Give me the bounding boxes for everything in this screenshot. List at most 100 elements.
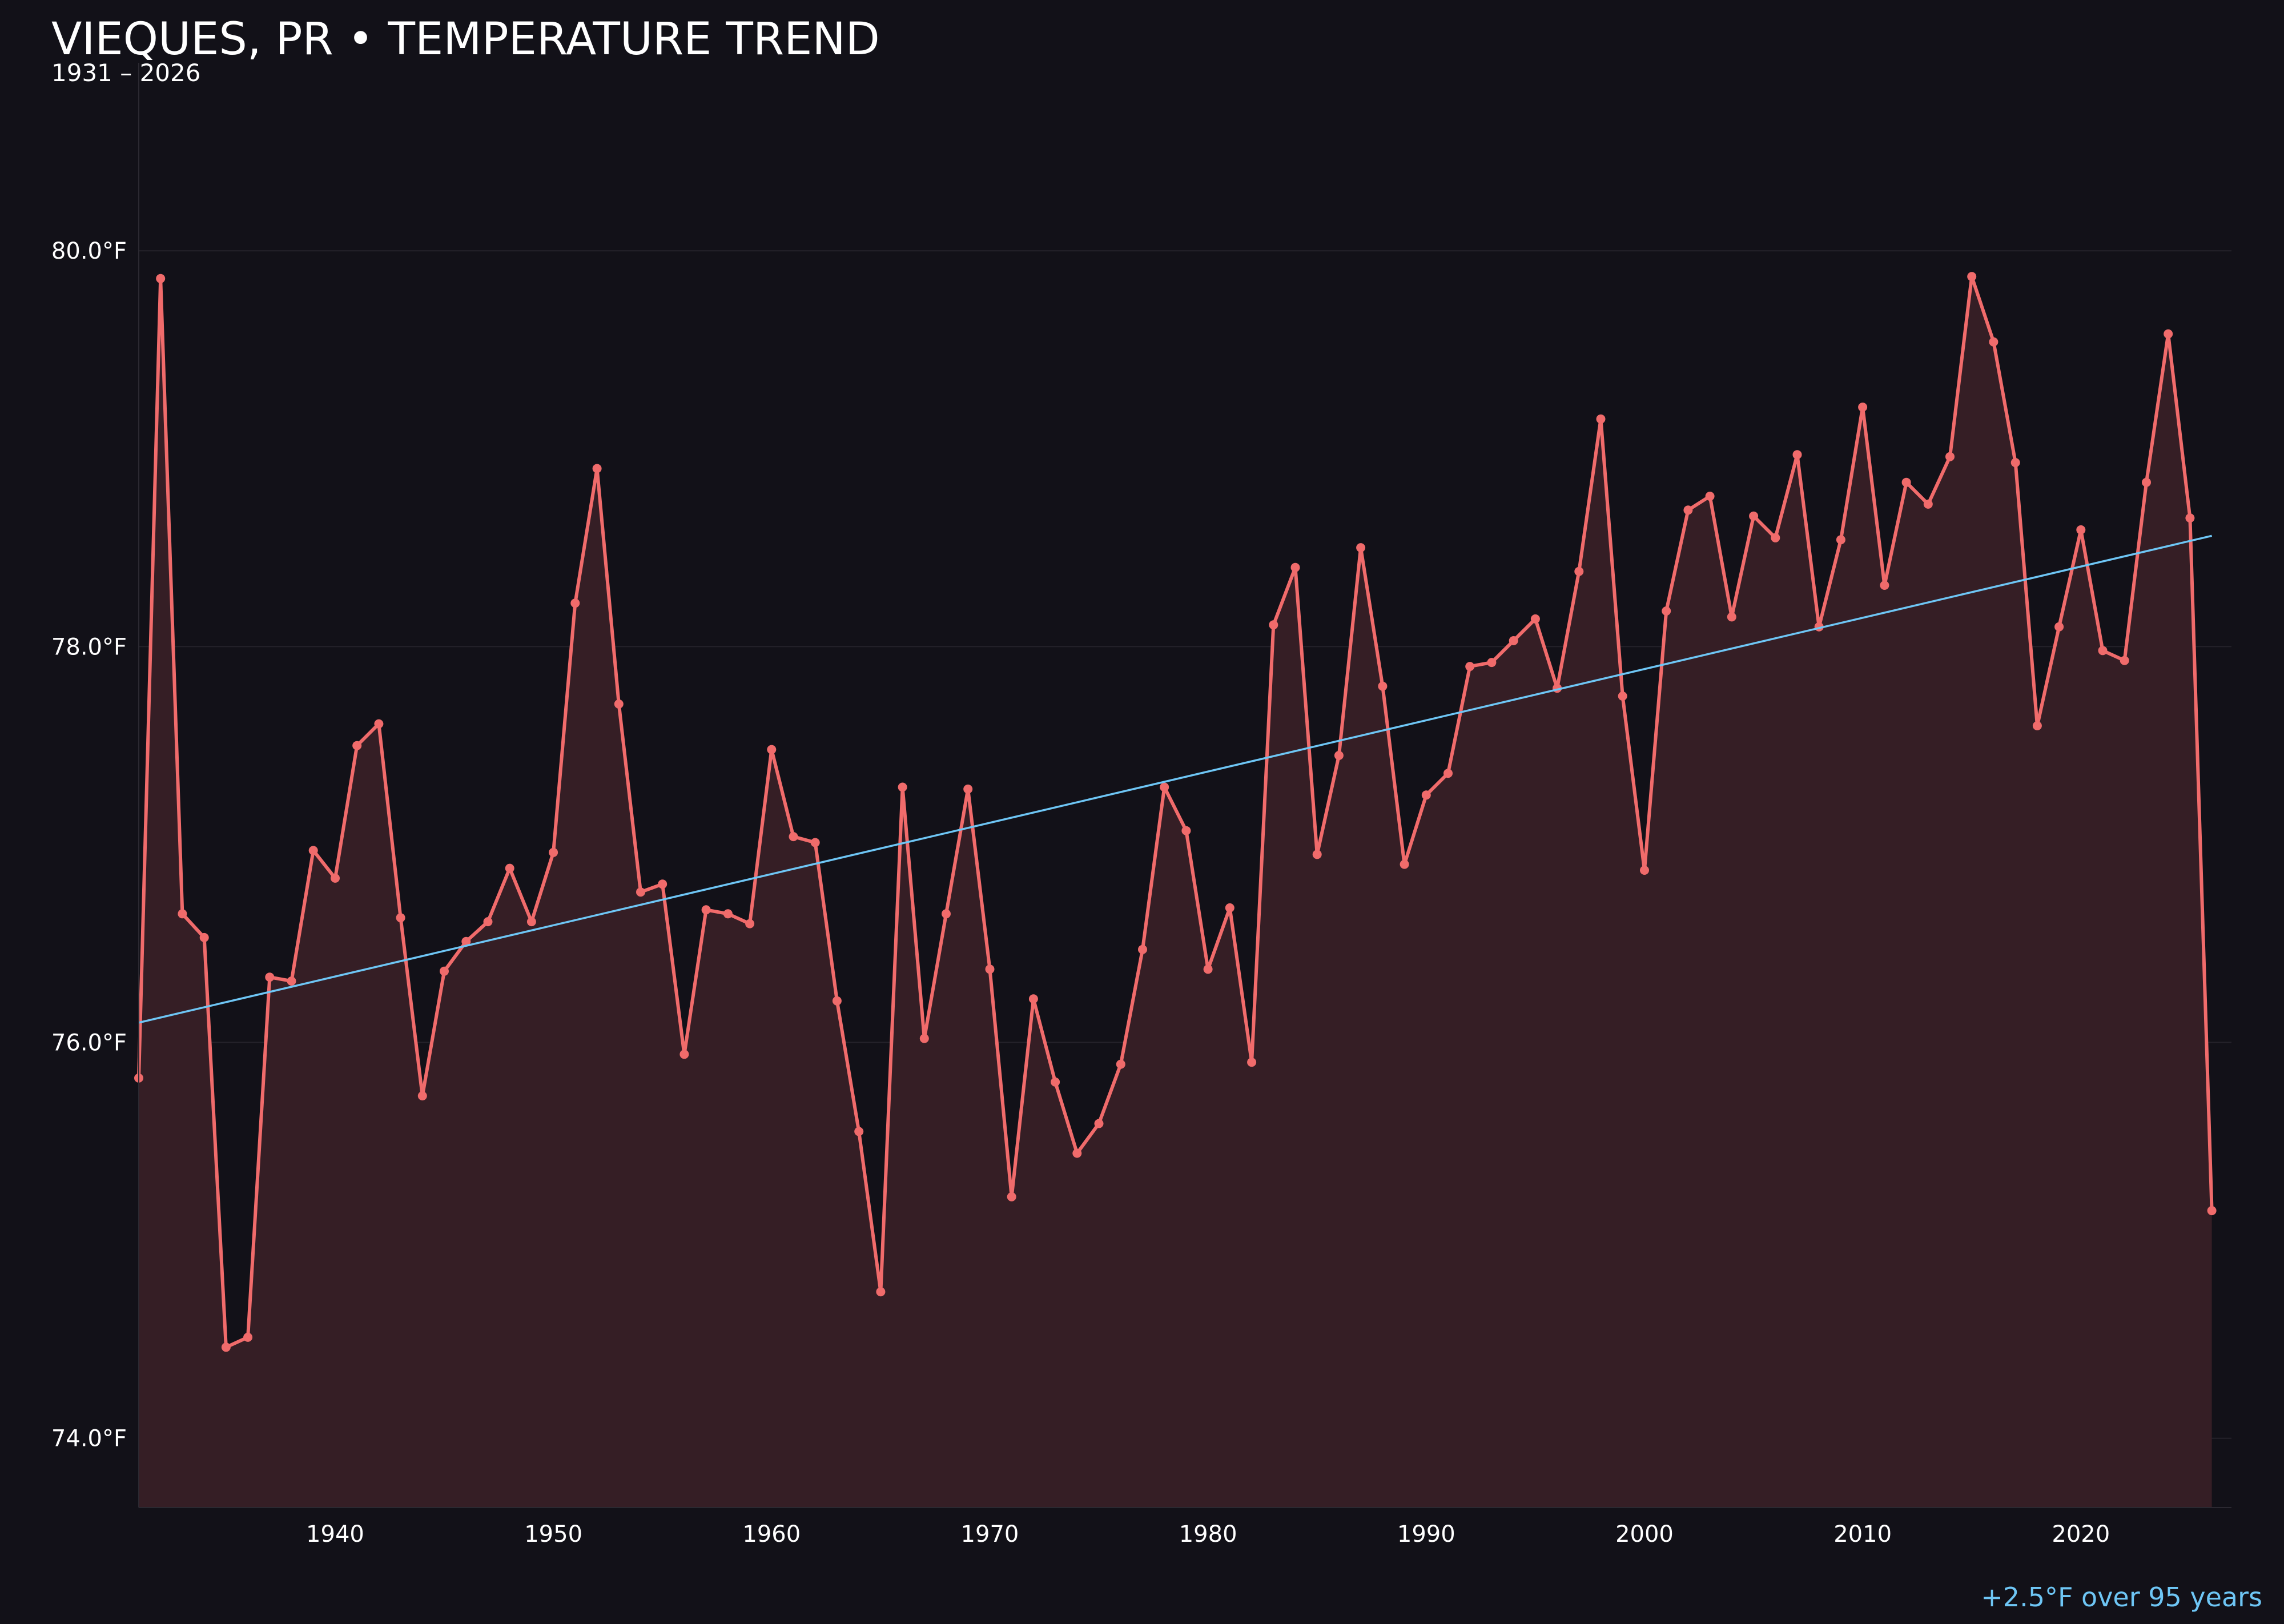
data-point [789, 832, 798, 842]
data-point [876, 1287, 886, 1297]
data-point [2054, 622, 2064, 632]
data-point [1465, 662, 1475, 672]
data-point [549, 847, 558, 857]
data-point [985, 964, 995, 974]
x-tick-label: 2020 [2052, 1521, 2110, 1547]
x-tick-label: 1960 [742, 1521, 801, 1547]
data-point [1945, 452, 1955, 461]
data-point [2120, 656, 2129, 665]
data-point [854, 1127, 864, 1136]
trend-line [138, 534, 2213, 1024]
data-point [919, 1034, 929, 1043]
data-point [1858, 403, 1868, 412]
data-point [1028, 994, 1038, 1004]
data-point [1640, 866, 1649, 875]
data-point [374, 719, 384, 729]
temperature-series-line [137, 275, 2214, 1349]
data-point [1443, 769, 1453, 778]
x-tick-label: 1950 [524, 1521, 582, 1547]
temperature-area-fill [139, 276, 2212, 1508]
data-point [505, 863, 514, 873]
data-point [1749, 511, 1759, 521]
data-point [199, 932, 209, 942]
data-point [483, 917, 493, 927]
chart-subtitle: 1931 – 2026 [51, 59, 200, 87]
data-point [898, 782, 907, 792]
data-point [1530, 614, 1540, 624]
y-axis-ticks: 74.0°F 76.0°F 78.0°F 80.0°F [51, 238, 127, 1452]
data-point [1051, 1077, 1060, 1087]
data-point [440, 966, 449, 976]
data-point [1421, 790, 1431, 800]
data-point [592, 464, 602, 473]
data-point [810, 838, 820, 847]
data-point [636, 887, 645, 897]
x-axis-ticks: 1940 1950 1960 1970 1980 1990 2000 2010 2020 [306, 1521, 2110, 1547]
data-point [1356, 543, 1366, 553]
trend-summary: +2.5°F over 95 years [1981, 1582, 2262, 1613]
data-point [1989, 337, 1998, 347]
data-point [723, 909, 733, 919]
data-point [767, 745, 777, 754]
data-point [1662, 606, 1671, 616]
data-point [1181, 826, 1191, 835]
data-point [2207, 1206, 2217, 1216]
data-point [1836, 535, 1845, 545]
data-point [1072, 1148, 1082, 1158]
chart-title: VIEQUES, PR • TEMPERATURE TREND [51, 14, 880, 65]
data-point [2164, 329, 2173, 339]
data-point [2032, 721, 2042, 730]
x-tick-label: 1990 [1397, 1521, 1455, 1547]
data-point [1705, 492, 1715, 501]
data-point [308, 846, 318, 855]
data-point [1683, 505, 1693, 515]
data-point [1116, 1059, 1125, 1069]
data-point [243, 1332, 253, 1342]
data-point [1487, 658, 1497, 668]
y-tick-label: 76.0°F [51, 1030, 127, 1056]
data-point [658, 879, 667, 889]
data-point [1312, 850, 1322, 859]
data-point [679, 1050, 689, 1059]
data-point [221, 1342, 231, 1352]
data-point [526, 917, 536, 927]
data-point [1138, 944, 1147, 954]
data-point [832, 996, 842, 1006]
y-tick-label: 74.0°F [51, 1426, 127, 1452]
y-tick-label: 80.0°F [51, 238, 127, 264]
data-point [1225, 903, 1235, 913]
data-point [1269, 620, 1278, 630]
data-point [2142, 477, 2151, 487]
data-point [1596, 414, 1606, 424]
data-point [331, 873, 340, 883]
data-point [1509, 636, 1518, 645]
data-point [1094, 1119, 1104, 1128]
data-point [1923, 499, 1933, 509]
data-point [1771, 533, 1780, 542]
data-point [287, 976, 296, 986]
y-tick-label: 78.0°F [51, 634, 127, 660]
data-point [570, 598, 580, 608]
x-tick-label: 2000 [1615, 1521, 1674, 1547]
data-point [1967, 272, 1977, 282]
data-point [2098, 646, 2108, 656]
data-point [942, 909, 951, 919]
data-point [417, 1091, 427, 1101]
data-point [701, 905, 711, 915]
data-point [461, 936, 471, 946]
data-point [352, 741, 362, 750]
data-point [265, 972, 275, 982]
data-point [396, 913, 405, 923]
data-point [1378, 681, 1388, 691]
data-point [1727, 612, 1736, 622]
data-point [1160, 782, 1169, 792]
data-point [1203, 964, 1213, 974]
data-point [1334, 751, 1344, 760]
data-point [614, 699, 624, 709]
x-tick-label: 2010 [1833, 1521, 1892, 1547]
data-point [2010, 458, 2020, 468]
data-point [156, 274, 166, 283]
data-point [1007, 1192, 1016, 1201]
data-point [1792, 450, 1802, 460]
